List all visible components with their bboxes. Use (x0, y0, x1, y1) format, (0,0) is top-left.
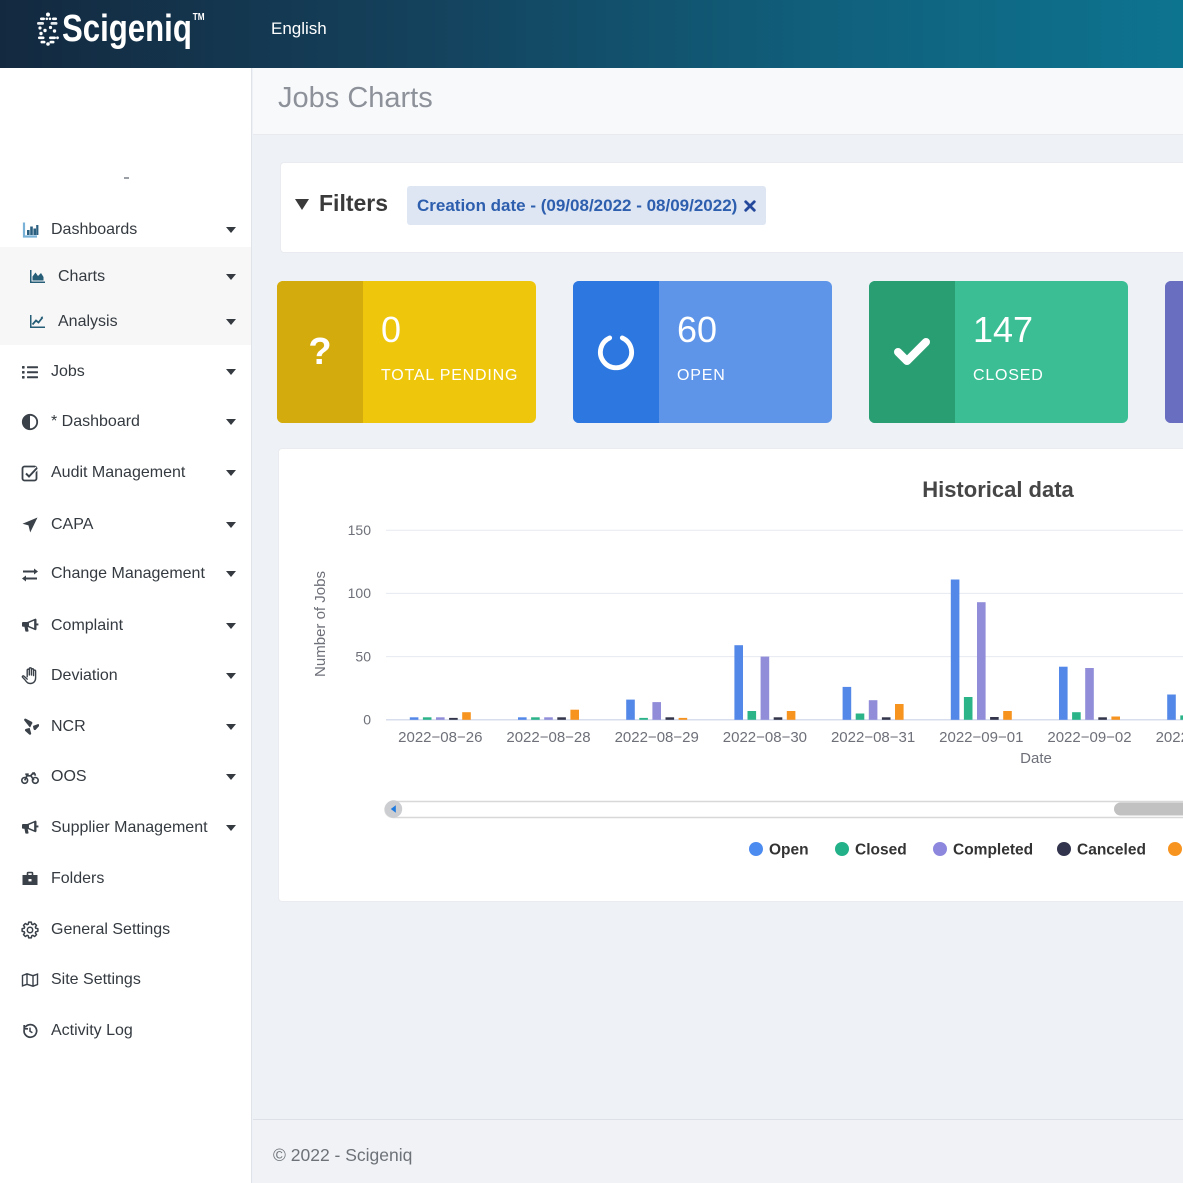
svg-text:Open: Open (769, 842, 809, 859)
svg-text:0: 0 (363, 712, 371, 728)
svg-text:Date: Date (1020, 750, 1052, 767)
svg-text:Number of Jobs: Number of Jobs (312, 571, 329, 677)
svg-text:?: ? (308, 331, 331, 373)
svg-text:2022−09−01: 2022−09−01 (939, 729, 1023, 746)
svg-text:50: 50 (355, 648, 371, 664)
svg-text:Completed: Completed (953, 842, 1033, 859)
svg-text:Closed: Closed (855, 842, 907, 859)
svg-text:Historical data: Historical data (922, 477, 1074, 502)
svg-text:100: 100 (348, 585, 372, 601)
svg-text:2022−08−29: 2022−08−29 (615, 729, 699, 746)
svg-text:2022−09−03: 2022−09−03 (1156, 729, 1183, 746)
svg-text:2022−08−26: 2022−08−26 (398, 729, 482, 746)
svg-text:2022−08−30: 2022−08−30 (723, 729, 807, 746)
svg-text:150: 150 (348, 522, 372, 538)
svg-text:2022−08−28: 2022−08−28 (506, 729, 590, 746)
svg-text:2022−09−02: 2022−09−02 (1047, 729, 1131, 746)
svg-text:Canceled: Canceled (1077, 842, 1146, 859)
svg-text:2022−08−31: 2022−08−31 (831, 729, 915, 746)
